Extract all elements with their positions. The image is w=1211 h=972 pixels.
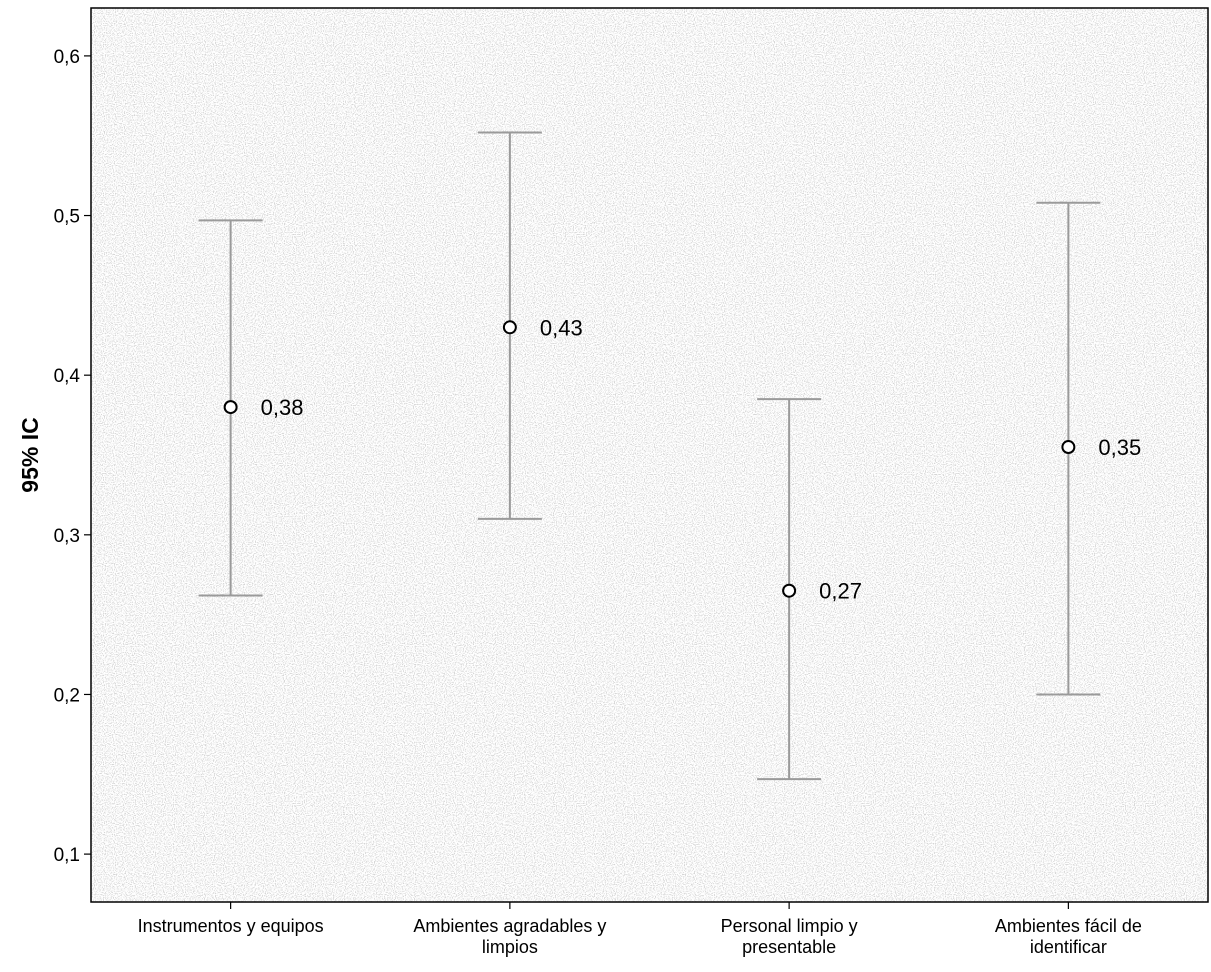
- y-axis: 0,1 0,2 0,3 0,4 0,5 0,6: [54, 47, 91, 866]
- error-bar-group: 0,38: [198, 219, 304, 597]
- x-tick-label: Instrumentos y equipos: [138, 916, 324, 936]
- mean-marker: [223, 400, 238, 415]
- x-tick-label: Ambientes agradables y: [413, 916, 606, 936]
- x-tick-label: Ambientes fácil de: [995, 916, 1142, 936]
- mean-marker: [502, 320, 517, 335]
- mean-label: 0,43: [540, 315, 583, 340]
- x-tick-label: Personal limpio y: [721, 916, 858, 936]
- mean-label: 0,38: [261, 395, 304, 420]
- mean-marker: [782, 583, 797, 598]
- y-tick-label: 0,6: [54, 47, 80, 68]
- x-tick-label: identificar: [1030, 937, 1107, 957]
- y-tick-label: 0,5: [54, 207, 80, 228]
- y-tick-label: 0,3: [54, 526, 80, 547]
- x-tick-label: presentable: [742, 937, 836, 957]
- y-axis-label: 95% IC: [17, 417, 43, 492]
- x-axis: Instrumentos y equipos Ambientes agradabl…: [138, 902, 1142, 957]
- error-bar-group: 0,43: [477, 131, 583, 520]
- error-bar-group: 0,27: [757, 398, 862, 781]
- y-tick-label: 0,2: [54, 685, 80, 706]
- error-bars: 0,38 0,43 0,27 0,35: [198, 131, 1141, 781]
- y-tick-label: 0,4: [54, 366, 81, 387]
- mean-label: 0,35: [1098, 435, 1141, 460]
- plot-frame: [90, 7, 1209, 903]
- y-tick-label: 0,1: [54, 845, 80, 866]
- mean-label: 0,27: [819, 579, 862, 604]
- x-tick-label: limpios: [482, 937, 538, 957]
- plot-texture: [91, 8, 1208, 902]
- mean-marker: [1061, 440, 1076, 455]
- error-bar-group: 0,35: [1036, 201, 1141, 696]
